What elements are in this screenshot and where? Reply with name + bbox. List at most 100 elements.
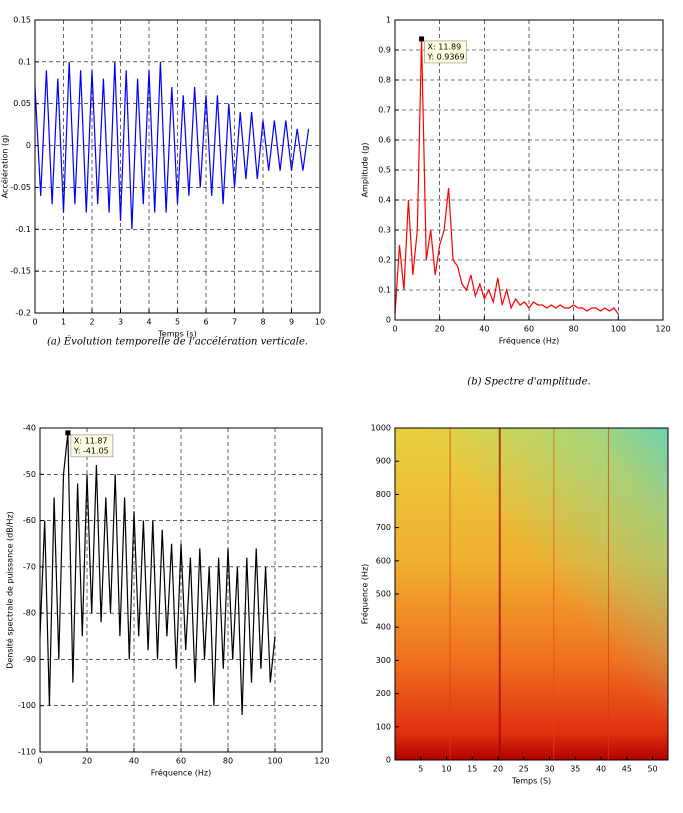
spectrogram-shade [395, 428, 668, 760]
y-tick-label: 0.4 [378, 196, 391, 205]
y-tick-label: -40 [23, 424, 36, 433]
x-tick-label: 1 [61, 318, 66, 327]
x-tick-label: 0 [32, 318, 37, 327]
x-tick-label: 35 [570, 765, 580, 774]
datatip-text: Y: -41.05 [73, 446, 109, 455]
x-axis-label: Fréquence (Hz) [499, 336, 560, 346]
datatip-text: X: 11.89 [428, 42, 462, 51]
x-tick-label: 4 [146, 318, 151, 327]
y-tick-label: 0.5 [378, 166, 391, 175]
x-tick-label: 8 [260, 318, 265, 327]
signal-line [394, 38, 619, 315]
x-tick-label: 6 [203, 318, 208, 327]
y-tick-label: 0.8 [378, 76, 391, 85]
y-tick-label: 400 [376, 623, 391, 632]
y-tick-label: 0 [26, 141, 31, 150]
x-tick-label: 60 [176, 757, 186, 766]
x-tick-label: 40 [479, 325, 489, 334]
y-axis-label: Densité spectrale de puissance (dB/Hz) [5, 511, 15, 669]
y-tick-label: -0.2 [15, 309, 31, 318]
y-axis-label: Fréquence (Hz) [360, 564, 370, 625]
y-tick-label: 100 [376, 722, 391, 731]
y-tick-label: 0.05 [13, 99, 31, 108]
spectrogram-streak [607, 428, 609, 760]
x-tick-label: 120 [655, 325, 670, 334]
x-axis-label: Fréquence (Hz) [151, 768, 212, 778]
y-tick-label: 600 [376, 556, 391, 565]
y-tick-label: 0 [386, 756, 391, 765]
spectrogram-streak [553, 428, 555, 760]
y-tick-label: 0.15 [13, 16, 31, 25]
x-tick-label: 100 [267, 757, 282, 766]
x-tick-label: 30 [544, 765, 554, 774]
x-tick-label: 0 [392, 325, 397, 334]
plot-frame [34, 19, 321, 314]
y-tick-label: 0 [386, 316, 391, 325]
y-tick-label: 0.3 [378, 226, 391, 235]
x-tick-label: 40 [596, 765, 606, 774]
y-axis-label: Amplitude (g) [361, 143, 370, 198]
y-tick-label: -0.1 [15, 225, 31, 234]
spectrogram-streak [498, 428, 501, 760]
x-tick-label: 5 [418, 765, 423, 774]
y-tick-label: 700 [376, 523, 391, 532]
y-tick-label: 0.1 [378, 286, 391, 295]
plot-frame [394, 427, 669, 761]
y-tick-label: -60 [23, 516, 36, 525]
x-tick-label: 80 [569, 325, 579, 334]
datatip-box [70, 434, 114, 458]
spectrogram-streak [449, 428, 451, 760]
x-tick-label: 60 [524, 325, 534, 334]
y-axis-label: Accélération (g) [0, 135, 10, 199]
x-tick-label: 15 [467, 765, 477, 774]
y-tick-label: 800 [376, 490, 391, 499]
y-tick-label: -110 [18, 748, 36, 757]
y-tick-label: 900 [376, 457, 391, 466]
x-tick-label: 7 [232, 318, 237, 327]
y-tick-label: -80 [23, 609, 36, 618]
y-tick-label: -50 [23, 470, 36, 479]
x-tick-label: 10 [315, 318, 325, 327]
plot-frame [394, 19, 664, 321]
y-tick-label: -100 [18, 701, 36, 710]
y-tick-label: 200 [376, 689, 391, 698]
y-tick-label: -90 [23, 655, 36, 664]
y-tick-label: 0.9 [378, 46, 391, 55]
x-tick-label: 9 [289, 318, 294, 327]
datatip-text: Y: 0.9369 [427, 52, 465, 61]
x-tick-label: 3 [118, 318, 123, 327]
x-tick-label: 2 [89, 318, 94, 327]
datatip-text: X: 11.87 [74, 436, 108, 445]
plot-frame [39, 427, 323, 753]
x-tick-label: 50 [647, 765, 657, 774]
datatip-marker [65, 430, 71, 436]
x-tick-label: 10 [441, 765, 451, 774]
y-tick-label: 1 [386, 16, 391, 25]
y-tick-label: 0.7 [378, 106, 391, 115]
signal-line [34, 61, 310, 230]
signal-line [39, 432, 276, 715]
x-tick-label: 120 [314, 757, 329, 766]
y-tick-label: 300 [376, 656, 391, 665]
datatip-box [424, 40, 467, 64]
x-tick-label: 45 [622, 765, 632, 774]
x-tick-label: 20 [435, 325, 445, 334]
x-tick-label: 20 [493, 765, 503, 774]
y-tick-label: 0.1 [18, 57, 31, 66]
y-tick-label: -0.15 [10, 267, 31, 276]
x-tick-label: 20 [82, 757, 92, 766]
caption: (a) Évolution temporelle de l'accélérati… [47, 336, 308, 348]
x-axis-label: Temps (s) [157, 330, 196, 339]
datatip-marker [419, 36, 425, 42]
y-tick-label: -70 [23, 562, 36, 571]
x-tick-label: 5 [175, 318, 180, 327]
x-tick-label: 40 [129, 757, 139, 766]
x-tick-label: 100 [611, 325, 626, 334]
y-tick-label: 500 [376, 590, 391, 599]
caption: (b) Spectre d'amplitude. [467, 377, 590, 388]
y-tick-label: 0.6 [378, 136, 391, 145]
y-tick-label: 0.2 [378, 256, 391, 265]
y-tick-label: -0.05 [10, 183, 31, 192]
y-tick-label: 1000 [371, 424, 391, 433]
